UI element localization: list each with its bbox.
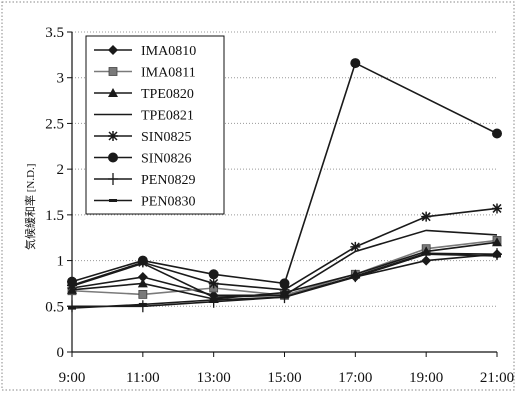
data-point [67, 276, 77, 287]
series [67, 58, 502, 313]
data-point [351, 275, 360, 279]
legend-swatch-marker [108, 131, 118, 141]
legend-label: SIN0826 [141, 152, 192, 167]
x-tick-label: 21:00 [480, 370, 514, 386]
legend-swatch-marker [108, 173, 118, 185]
y-tick-label: 0 [57, 345, 65, 361]
data-point [492, 203, 502, 214]
data-point [492, 248, 502, 261]
legend-item: PEN0829 [94, 173, 195, 188]
x-tick-label: 11:00 [126, 370, 160, 386]
legend-swatch-marker [108, 45, 118, 55]
legend-label: IMA0810 [141, 44, 196, 59]
legend-item: PEN0830 [94, 195, 195, 210]
legend-label: PEN0830 [141, 195, 195, 210]
data-point [138, 302, 147, 306]
legend-label: SIN0825 [141, 130, 192, 145]
legend-item: TPE0820 [94, 87, 194, 102]
y-tick-label: 3.5 [45, 25, 64, 41]
legend-label: PEN0829 [141, 173, 195, 188]
series-line [71, 61, 498, 285]
y-tick-label: 1.5 [45, 208, 64, 224]
axes: 0 0.5 1 1.5 2 2.5 3 3.5 9:00 11:00 13:00 15:00 17:00… [45, 25, 514, 386]
data-point [208, 269, 219, 280]
series-PEN0830 [68, 252, 501, 310]
x-tick-label: 13:00 [197, 370, 231, 386]
data-point [350, 58, 361, 69]
legend-swatch-marker [108, 67, 118, 76]
data-point [493, 254, 501, 258]
legend-label: TPE0820 [141, 87, 194, 102]
data-point [68, 306, 76, 310]
series-SIN0826 [67, 58, 502, 289]
data-point [138, 289, 148, 299]
x-tick-label: 17:00 [338, 370, 372, 386]
legend-item: IMA0811 [94, 66, 196, 81]
data-point [279, 278, 290, 289]
legend-item: TPE0821 [94, 109, 194, 124]
data-point [280, 295, 289, 299]
legend-box [85, 35, 225, 215]
x-tick-label: 15:00 [267, 370, 301, 386]
data-point [209, 298, 218, 302]
y-tick-label: 2 [57, 162, 65, 178]
data-point [67, 300, 77, 313]
y-tick-label: 3 [57, 71, 65, 87]
data-point [421, 211, 432, 222]
data-point [208, 295, 219, 308]
data-point [421, 255, 432, 266]
legend-item: SIN0825 [94, 130, 192, 145]
legend-swatch-marker [108, 88, 118, 97]
y-tick-label: 2.5 [45, 116, 64, 132]
data-point [137, 300, 148, 313]
data-point [137, 255, 148, 266]
legend-label: TPE0821 [141, 109, 194, 124]
legend-label: IMA0811 [141, 66, 196, 81]
legend-swatch-marker [109, 199, 117, 202]
data-point [208, 278, 219, 289]
x-tick-label: 19:00 [409, 370, 443, 386]
data-point [492, 237, 502, 247]
y-axis-title: 気候緩和率 [N.D.] [23, 164, 37, 250]
data-point [350, 241, 361, 252]
data-point [137, 272, 148, 283]
y-tick-label: 1 [57, 254, 65, 270]
data-point [279, 284, 290, 295]
legend-item: SIN0826 [94, 152, 192, 167]
x-tick-label: 9:00 [59, 370, 86, 386]
legend: IMA0810 IMA0811 TPE0820 TPE0821 SIN0825 SIN08… [85, 35, 225, 215]
legend-swatch-marker [108, 152, 118, 163]
data-point [137, 278, 148, 288]
data-point [492, 128, 502, 139]
y-tick-label: 0.5 [45, 299, 64, 315]
data-point [422, 252, 431, 256]
legend-item: IMA0810 [94, 44, 196, 59]
